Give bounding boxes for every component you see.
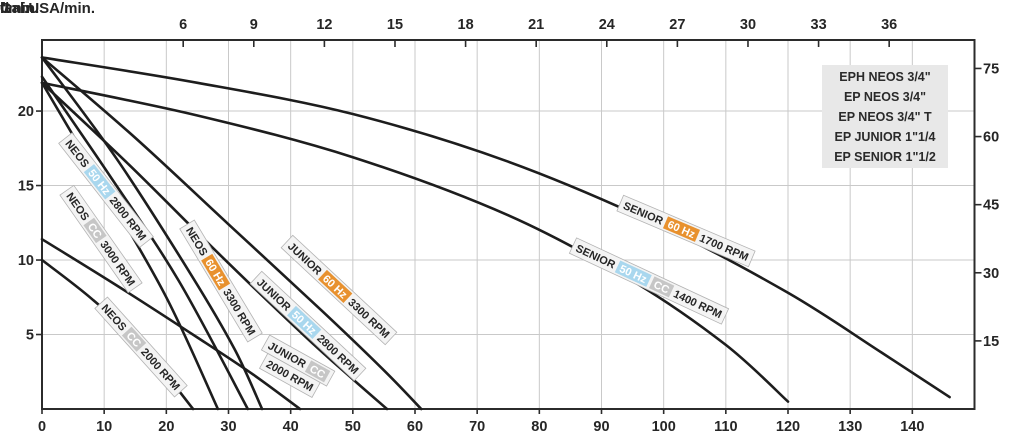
label-chip-cc <box>121 326 147 352</box>
right-tick-label: 60 <box>983 130 999 146</box>
legend-item: EP NEOS 3/4" <box>843 89 927 104</box>
left-axis-unit-label: m <box>20 0 34 17</box>
top-tick-label: 12 <box>316 17 332 33</box>
bottom-tick-label: 70 <box>469 419 485 435</box>
bottom-tick-label: 120 <box>776 419 800 435</box>
bottom-axis-unit-label: l/min. <box>0 0 40 17</box>
right-tick-label: 30 <box>983 266 999 282</box>
bottom-tick-label: 80 <box>531 419 547 435</box>
top-tick-label: 15 <box>387 17 403 33</box>
bottom-tick-label: 40 <box>283 419 299 435</box>
label-chip-hz60 <box>662 216 701 242</box>
legend-item: EP JUNIOR 1"1/4 <box>834 129 936 144</box>
bottom-tick-label: 100 <box>652 419 676 435</box>
legend: EPH NEOS 3/4" EP NEOS 3/4" EP NEOS 3/4" T E… <box>822 65 948 168</box>
bottom-tick-label: 20 <box>158 419 174 435</box>
bottom-tick-label: 10 <box>96 419 112 435</box>
label-chip-hz50 <box>614 260 652 287</box>
label-text: 2000 RPM <box>138 346 182 393</box>
left-tick-label: 10 <box>18 253 34 269</box>
curve-junior-cc-2000 <box>40 237 302 411</box>
label-chip-hz50 <box>287 305 322 340</box>
bottom-tick-label: 30 <box>220 419 236 435</box>
label-chip-hz60 <box>318 269 353 304</box>
top-tick-label: 24 <box>599 17 615 33</box>
bottom-tick-label: 140 <box>900 419 924 435</box>
plot-border <box>41 39 976 410</box>
curve-junior-60hz-3300 <box>40 56 423 411</box>
right-tick-label: 75 <box>983 61 999 77</box>
right-tick-label: 45 <box>983 198 999 214</box>
bottom-tick-label: 60 <box>407 419 423 435</box>
curve-neos-60hz-3300 <box>40 56 264 411</box>
top-tick-label: 9 <box>250 17 258 33</box>
top-tick-label: 21 <box>528 17 544 33</box>
label-chip-hz60 <box>201 253 231 291</box>
right-tick-label: 15 <box>983 334 999 350</box>
top-axis-unit-label: Gal.USA/min. <box>0 0 96 17</box>
right-axis-unit-label: ft <box>0 0 10 17</box>
curve-senior-60hz-1700 <box>40 56 951 399</box>
curve-senior-50hz-cc-1400 <box>40 81 790 403</box>
label-chip-cc <box>648 276 675 298</box>
pump-curves <box>40 56 951 411</box>
bottom-tick-label: 50 <box>345 419 361 435</box>
legend-item: EP SENIOR 1"1/2 <box>834 149 936 164</box>
label-chip-cc <box>304 360 331 383</box>
label-text: 3000 RPM <box>97 239 137 288</box>
top-tick-label: 27 <box>669 17 685 33</box>
top-tick-label: 6 <box>179 17 187 33</box>
label-pill <box>258 352 321 398</box>
top-tick-label: 36 <box>881 17 897 33</box>
bottom-tick-label: 110 <box>714 419 737 435</box>
bottom-tick-label: 0 <box>38 419 46 435</box>
gridlines <box>42 40 975 409</box>
legend-item: EPH NEOS 3/4" <box>839 69 931 84</box>
top-tick-label: 18 <box>458 17 474 33</box>
left-tick-label: 5 <box>26 328 34 344</box>
top-tick-label: 33 <box>811 17 827 33</box>
axes: 0 10 20 30 40 50 60 70 80 90 100 110 120 130 140 6 9 12 15… <box>18 17 999 435</box>
legend-item: EP NEOS 3/4" T <box>838 109 932 124</box>
bottom-tick-label: 90 <box>593 419 609 435</box>
left-tick-label: 15 <box>18 179 34 195</box>
bottom-tick-label: 130 <box>838 419 862 435</box>
label-chip-hz50 <box>83 164 116 200</box>
label-chip-cc <box>83 217 107 244</box>
top-tick-label: 30 <box>740 17 756 33</box>
left-tick-label: 20 <box>18 104 34 120</box>
